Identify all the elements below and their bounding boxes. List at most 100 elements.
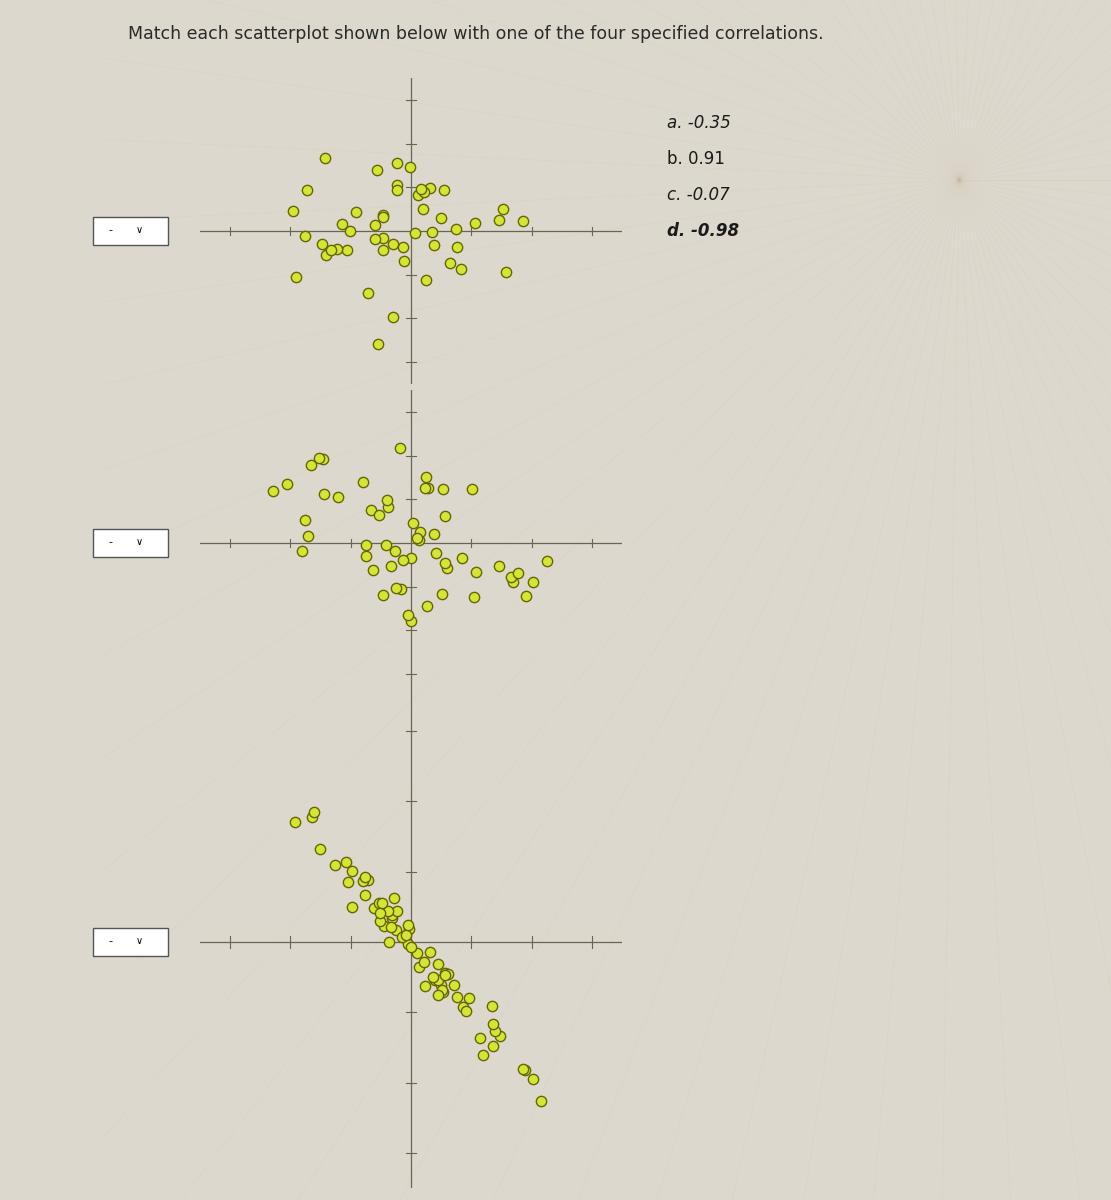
Text: -: - (109, 536, 113, 547)
Point (383, 906, 401, 925)
Point (411, 522, 429, 541)
Point (382, 556, 400, 575)
Point (299, 527, 317, 546)
Point (523, 1069, 541, 1088)
Point (374, 205, 392, 224)
Point (387, 541, 404, 560)
Point (430, 985, 448, 1004)
Point (392, 580, 410, 599)
Text: a. -0.35: a. -0.35 (667, 114, 730, 132)
Point (430, 971, 448, 990)
Point (532, 1091, 550, 1110)
Point (518, 586, 536, 605)
Point (538, 552, 556, 571)
Point (410, 958, 428, 977)
Point (483, 996, 501, 1015)
Point (398, 925, 416, 944)
Point (471, 1028, 489, 1048)
Point (524, 572, 542, 592)
Point (359, 283, 377, 302)
Point (293, 541, 311, 560)
Point (504, 572, 522, 592)
Point (427, 544, 444, 563)
Point (287, 812, 304, 832)
Point (393, 928, 411, 947)
Point (453, 548, 471, 568)
Point (433, 980, 451, 1000)
Point (437, 964, 454, 983)
Point (379, 497, 397, 516)
Point (343, 862, 361, 881)
Point (337, 853, 354, 872)
Point (357, 536, 374, 556)
Point (414, 182, 432, 202)
Point (404, 514, 422, 533)
Point (483, 1014, 501, 1033)
Point (407, 223, 424, 242)
Point (388, 578, 406, 598)
Point (491, 210, 509, 229)
Point (447, 220, 464, 239)
Point (354, 473, 372, 492)
Point (377, 535, 394, 554)
Point (412, 180, 430, 199)
Point (322, 240, 340, 259)
Point (463, 479, 481, 498)
Point (399, 916, 417, 935)
Point (421, 179, 439, 198)
Point (317, 245, 334, 264)
Text: d. -0.98: d. -0.98 (667, 222, 739, 240)
Point (303, 808, 321, 827)
Point (339, 872, 357, 892)
Point (467, 562, 484, 581)
Point (366, 216, 383, 235)
Point (466, 587, 483, 606)
Point (513, 1060, 531, 1079)
Point (517, 1060, 534, 1079)
Point (364, 899, 382, 918)
Point (284, 202, 302, 221)
Point (333, 214, 351, 233)
Point (410, 530, 428, 550)
Text: -: - (109, 224, 113, 235)
Point (362, 500, 380, 520)
Point (393, 238, 411, 257)
Point (396, 252, 413, 271)
Point (418, 467, 436, 486)
Point (434, 180, 452, 199)
Point (419, 596, 437, 616)
Point (379, 902, 397, 922)
Point (357, 868, 374, 887)
Point (311, 839, 329, 858)
Point (409, 186, 427, 205)
Point (314, 450, 332, 469)
Point (386, 889, 403, 908)
Point (371, 904, 389, 923)
Point (383, 908, 401, 928)
Point (302, 455, 320, 474)
Point (452, 259, 470, 278)
Text: ∨: ∨ (136, 936, 142, 946)
Point (313, 234, 331, 253)
Point (314, 485, 332, 504)
Text: Match each scatterplot shown below with one of the four specified correlations.: Match each scatterplot shown below with … (128, 25, 823, 43)
Point (417, 976, 434, 995)
Point (436, 553, 453, 572)
Point (437, 506, 454, 526)
Point (466, 214, 483, 233)
Point (329, 240, 347, 259)
Point (382, 917, 400, 936)
Point (394, 550, 412, 569)
Point (384, 235, 402, 254)
Point (364, 560, 382, 580)
Point (264, 481, 282, 500)
Point (441, 253, 459, 272)
Point (408, 943, 426, 962)
Point (434, 982, 452, 1001)
Point (374, 228, 392, 247)
Point (374, 208, 392, 227)
Point (426, 524, 443, 544)
Point (448, 988, 466, 1007)
Point (388, 920, 406, 940)
Point (400, 606, 418, 625)
